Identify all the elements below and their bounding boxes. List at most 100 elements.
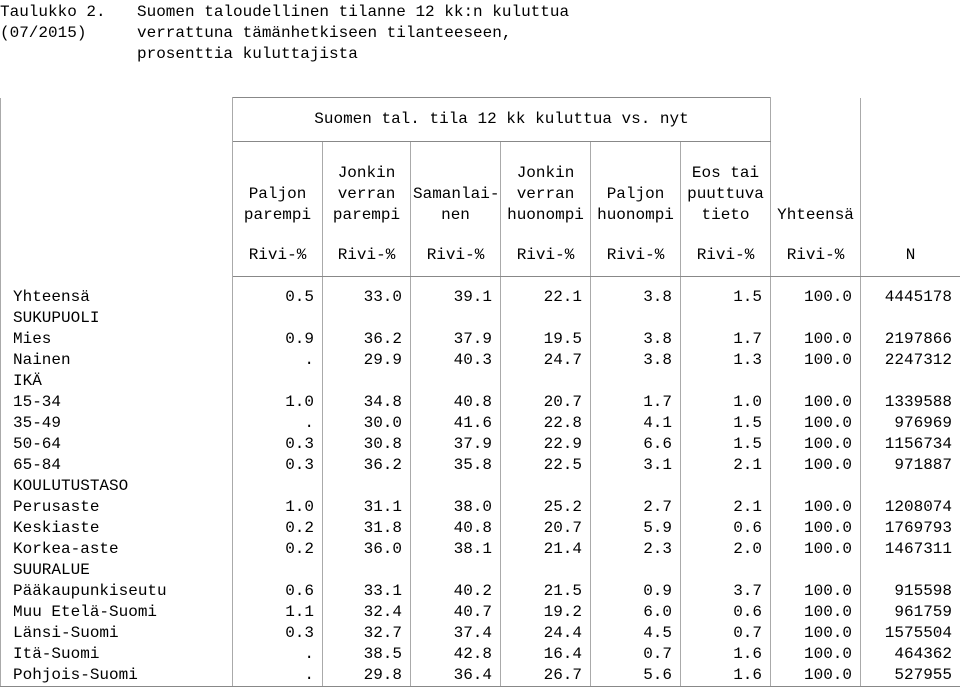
- value-cell: 20.7: [500, 392, 591, 413]
- value-cell: 40.7: [410, 602, 501, 623]
- spacer-cell: [322, 276, 411, 287]
- unit-header: Rivi-%: [232, 236, 323, 277]
- unit-header: Rivi-%: [770, 236, 861, 277]
- value-cell: 0.2: [232, 539, 323, 560]
- unit-header: Rivi-%: [410, 236, 501, 277]
- value-cell: 3.8: [590, 350, 681, 371]
- row-label: SUURALUE: [0, 560, 233, 581]
- value-cell: 24.4: [500, 623, 591, 644]
- value-cell: 31.8: [322, 518, 411, 539]
- spacer-cell: [232, 276, 323, 287]
- total-header: Yhteensä: [770, 97, 861, 236]
- unit-header: Rivi-%: [500, 236, 591, 277]
- value-cell: 32.4: [322, 602, 411, 623]
- value-cell: 100.0: [770, 665, 861, 687]
- value-cell: 37.9: [410, 329, 501, 350]
- value-cell: 16.4: [500, 644, 591, 665]
- table-row: SUKUPUOLI: [0, 308, 960, 329]
- row-label: Yhteensä: [0, 287, 233, 308]
- row-label: Nainen: [0, 350, 233, 371]
- empty-cell: [232, 476, 323, 497]
- caption-line: verrattuna tämänhetkiseen tilanteeseen,: [137, 24, 512, 42]
- empty-cell: [322, 371, 411, 392]
- column-header: Paljon parempi: [232, 141, 323, 236]
- value-cell: 31.1: [322, 497, 411, 518]
- value-cell: 1208074: [860, 497, 960, 518]
- value-cell: 3.8: [590, 287, 681, 308]
- value-cell: 29.8: [322, 665, 411, 687]
- value-cell: 100.0: [770, 623, 861, 644]
- caption-number: Taulukko 2.: [0, 3, 106, 21]
- value-cell: 33.0: [322, 287, 411, 308]
- value-cell: 1.0: [232, 392, 323, 413]
- value-cell: 1156734: [860, 434, 960, 455]
- value-cell: 100.0: [770, 434, 861, 455]
- value-cell: 5.6: [590, 665, 681, 687]
- table-row: Perusaste 1.0 31.1 38.0 25.2 2.7 2.1 100.0 12080…: [0, 497, 960, 518]
- empty-cell: [232, 371, 323, 392]
- value-cell: 2.3: [590, 539, 681, 560]
- empty-cell: [322, 476, 411, 497]
- value-cell: 35.8: [410, 455, 501, 476]
- empty-cell: [860, 560, 960, 581]
- value-cell: .: [232, 644, 323, 665]
- value-cell: 1.5: [680, 287, 771, 308]
- group-header: Suomen tal. tila 12 kk kuluttua vs. nyt: [232, 97, 771, 142]
- data-table: Suomen tal. tila 12 kk kuluttua vs. nyt Y…: [0, 97, 960, 687]
- row-label: Mies: [0, 329, 233, 350]
- header-row: Suomen tal. tila 12 kk kuluttua vs. nyt Y…: [0, 97, 960, 277]
- value-cell: 39.1: [410, 287, 501, 308]
- value-cell: 2247312: [860, 350, 960, 371]
- value-cell: 29.9: [322, 350, 411, 371]
- value-cell: 38.1: [410, 539, 501, 560]
- value-cell: 37.4: [410, 623, 501, 644]
- table-row: Korkea-aste 0.2 36.0 38.1 21.4 2.3 2.0 100.0 146…: [0, 539, 960, 560]
- value-cell: 0.3: [232, 434, 323, 455]
- value-cell: 0.3: [232, 623, 323, 644]
- spacer-cell: [770, 276, 861, 287]
- value-cell: 4.5: [590, 623, 681, 644]
- value-cell: 100.0: [770, 644, 861, 665]
- value-cell: 19.2: [500, 602, 591, 623]
- column-header: Jonkin verran huonompi: [500, 141, 591, 236]
- table-row: Yhteensä 0.5 33.0 39.1 22.1 3.8 1.5 100.0 444517…: [0, 287, 960, 308]
- empty-cell: [770, 371, 861, 392]
- value-cell: 22.8: [500, 413, 591, 434]
- value-cell: 1467311: [860, 539, 960, 560]
- column-header: Eos tai puuttuva tieto: [680, 141, 771, 236]
- row-label: Itä-Suomi: [0, 644, 233, 665]
- value-cell: 100.0: [770, 455, 861, 476]
- table-row: Muu Etelä-Suomi 1.1 32.4 40.7 19.2 6.0 0.6 100.…: [0, 602, 960, 623]
- value-cell: 1.1: [232, 602, 323, 623]
- value-cell: 100.0: [770, 539, 861, 560]
- value-cell: 0.9: [232, 329, 323, 350]
- table-row: 15-34 1.0 34.8 40.8 20.7 1.7 1.0 100.0 1339588: [0, 392, 960, 413]
- row-label: Pääkaupunkiseutu: [0, 581, 233, 602]
- value-cell: 33.1: [322, 581, 411, 602]
- empty-cell: [770, 476, 861, 497]
- value-cell: 100.0: [770, 329, 861, 350]
- value-cell: 0.3: [232, 455, 323, 476]
- value-cell: 40.8: [410, 392, 501, 413]
- value-cell: 19.5: [500, 329, 591, 350]
- table-row: KOULUTUSTASO: [0, 476, 960, 497]
- value-cell: 30.8: [322, 434, 411, 455]
- value-cell: 21.5: [500, 581, 591, 602]
- value-cell: 1.0: [232, 497, 323, 518]
- unit-header: Rivi-%: [680, 236, 771, 277]
- value-cell: 0.2: [232, 518, 323, 539]
- value-cell: 0.9: [590, 581, 681, 602]
- spacer-row: [0, 276, 960, 287]
- spacer-cell: [860, 276, 960, 287]
- value-cell: 1769793: [860, 518, 960, 539]
- empty-cell: [322, 308, 411, 329]
- value-cell: 0.6: [232, 581, 323, 602]
- value-cell: 0.5: [232, 287, 323, 308]
- unit-row: Rivi-% Rivi-% Rivi-% Rivi-% Rivi-% Rivi-% Rivi…: [1, 236, 960, 277]
- table-row: IKÄ: [0, 371, 960, 392]
- empty-cell: [410, 371, 501, 392]
- value-cell: 527955: [860, 665, 960, 687]
- value-cell: 1.7: [590, 392, 681, 413]
- value-cell: 2.0: [680, 539, 771, 560]
